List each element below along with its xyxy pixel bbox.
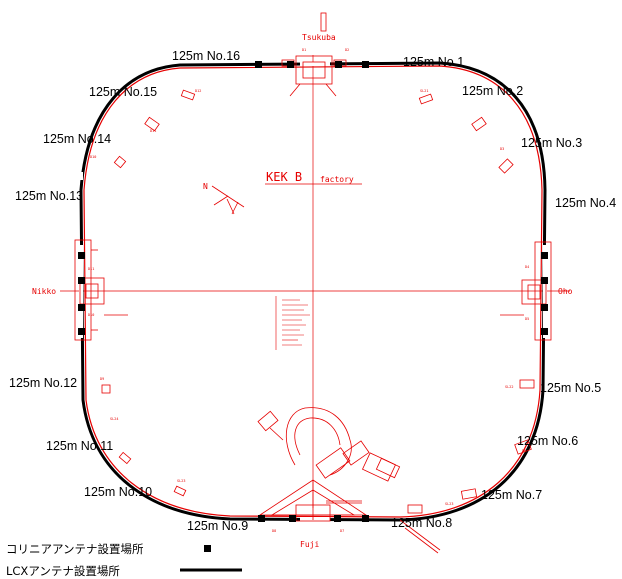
svg-text:D5: D5 [525,317,529,321]
svg-text:D6: D6 [522,449,526,453]
station-label-oho: Oho [558,287,573,296]
segment-label: 125m No.14 [43,132,111,146]
station-label-tsukuba: Tsukuba [302,33,336,42]
svg-text:SL23: SL23 [177,479,185,483]
station-label-nikko: Nikko [32,287,56,296]
segment-label: 125m No.10 [84,485,152,499]
antenna-marker [541,304,548,311]
antenna-marker [541,328,548,335]
svg-text:D4: D4 [525,265,529,269]
svg-text:D8: D8 [272,529,276,533]
nikko-hall [74,239,128,341]
tiny-labels: D1 D2 D12 D11 D10 SL21 D3 D4 D5 SL22 D6 … [88,48,529,533]
tsukuba-hall [281,12,347,97]
antenna-marker [78,277,85,284]
segment-label: 125m No.1 [403,55,464,69]
svg-text:D10: D10 [88,313,94,317]
ring-gaps [79,62,547,521]
svg-text:SL24: SL24 [110,417,118,421]
svg-text:D2: D2 [345,48,349,52]
svg-text:D1: D1 [302,48,306,52]
antenna-marker [541,277,548,284]
svg-text:D10: D10 [90,155,96,159]
segment-label: 125m No.9 [187,519,248,533]
collinear-antenna-markers [78,61,548,522]
svg-text:D7: D7 [340,529,344,533]
segment-label: 125m No.11 [46,439,113,453]
diagram-subtitle: factory [320,175,354,184]
antenna-marker [287,61,294,68]
segment-label: 125m No.13 [15,189,83,203]
antenna-marker [289,515,296,522]
svg-text:D11: D11 [150,129,156,133]
antenna-marker [541,252,548,259]
segment-label: 125m No.3 [521,136,582,150]
antenna-marker [78,328,85,335]
antenna-marker [362,515,369,522]
antenna-marker [362,61,369,68]
diagram-title: KEK B [266,170,302,184]
legend-collinear-marker [204,545,211,552]
antenna-marker [78,252,85,259]
antenna-marker [258,515,265,522]
segment-label: 125m No.12 [9,376,77,390]
svg-text:D11: D11 [88,267,94,271]
station-label-fuji: Fuji [300,540,319,549]
equipment-marks [101,89,535,554]
segment-label: 125m No.8 [391,516,452,530]
legend: コリニアアンテナ設置場所 LCXアンテナ設置場所 [6,542,242,578]
legend-collinear-label: コリニアアンテナ設置場所 [6,542,144,556]
antenna-marker [334,515,341,522]
antenna-marker [335,61,342,68]
accelerator-ring-red [83,65,543,518]
oho-hall [500,241,552,341]
center-legend-block [275,296,310,350]
svg-text:SL23: SL23 [445,502,453,506]
segment-label: 125m No.16 [172,49,240,63]
segment-label: 125m No.2 [462,84,523,98]
segment-label: 125m No.7 [481,488,542,502]
svg-text:SL22: SL22 [505,385,513,389]
fuji-hall [257,407,401,522]
segment-label: 125m No.5 [540,381,601,395]
svg-text:D3: D3 [500,147,504,151]
svg-text:N: N [203,182,208,191]
svg-text:D12: D12 [195,89,201,93]
svg-text:SL21: SL21 [420,89,428,93]
north-arrow-icon: N [203,182,245,215]
antenna-marker [255,61,262,68]
segment-label: 125m No.6 [517,434,578,448]
svg-text:D9: D9 [100,377,104,381]
antenna-marker [78,304,85,311]
segment-label: 125m No.15 [89,85,157,99]
legend-lcx-label: LCXアンテナ設置場所 [6,564,120,578]
segment-label: 125m No.4 [555,196,616,210]
